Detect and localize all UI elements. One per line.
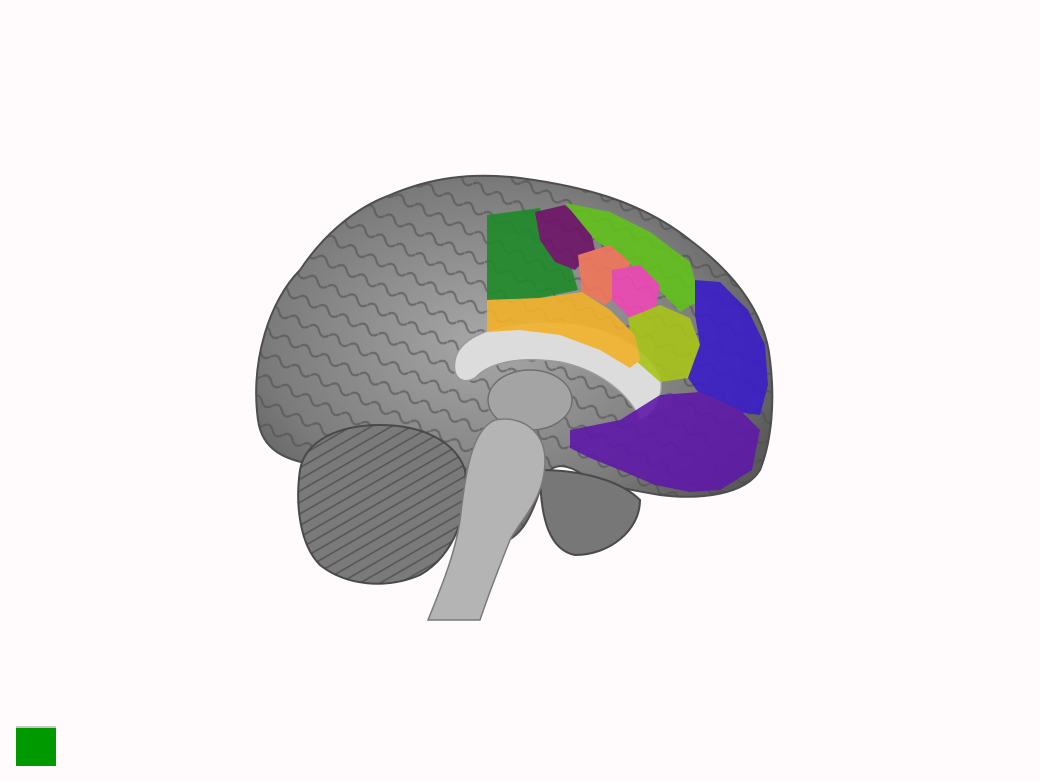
yellow-green-region — [628, 305, 700, 382]
orange-region — [487, 292, 640, 368]
brainstem-shape — [426, 418, 546, 621]
blue-region — [688, 280, 768, 415]
purple-region — [570, 392, 760, 492]
parcellation-overlay — [487, 203, 768, 492]
pink-region — [612, 265, 660, 318]
green-region — [487, 208, 578, 300]
lime-region — [565, 203, 700, 312]
status-color-swatch[interactable] — [16, 726, 56, 766]
